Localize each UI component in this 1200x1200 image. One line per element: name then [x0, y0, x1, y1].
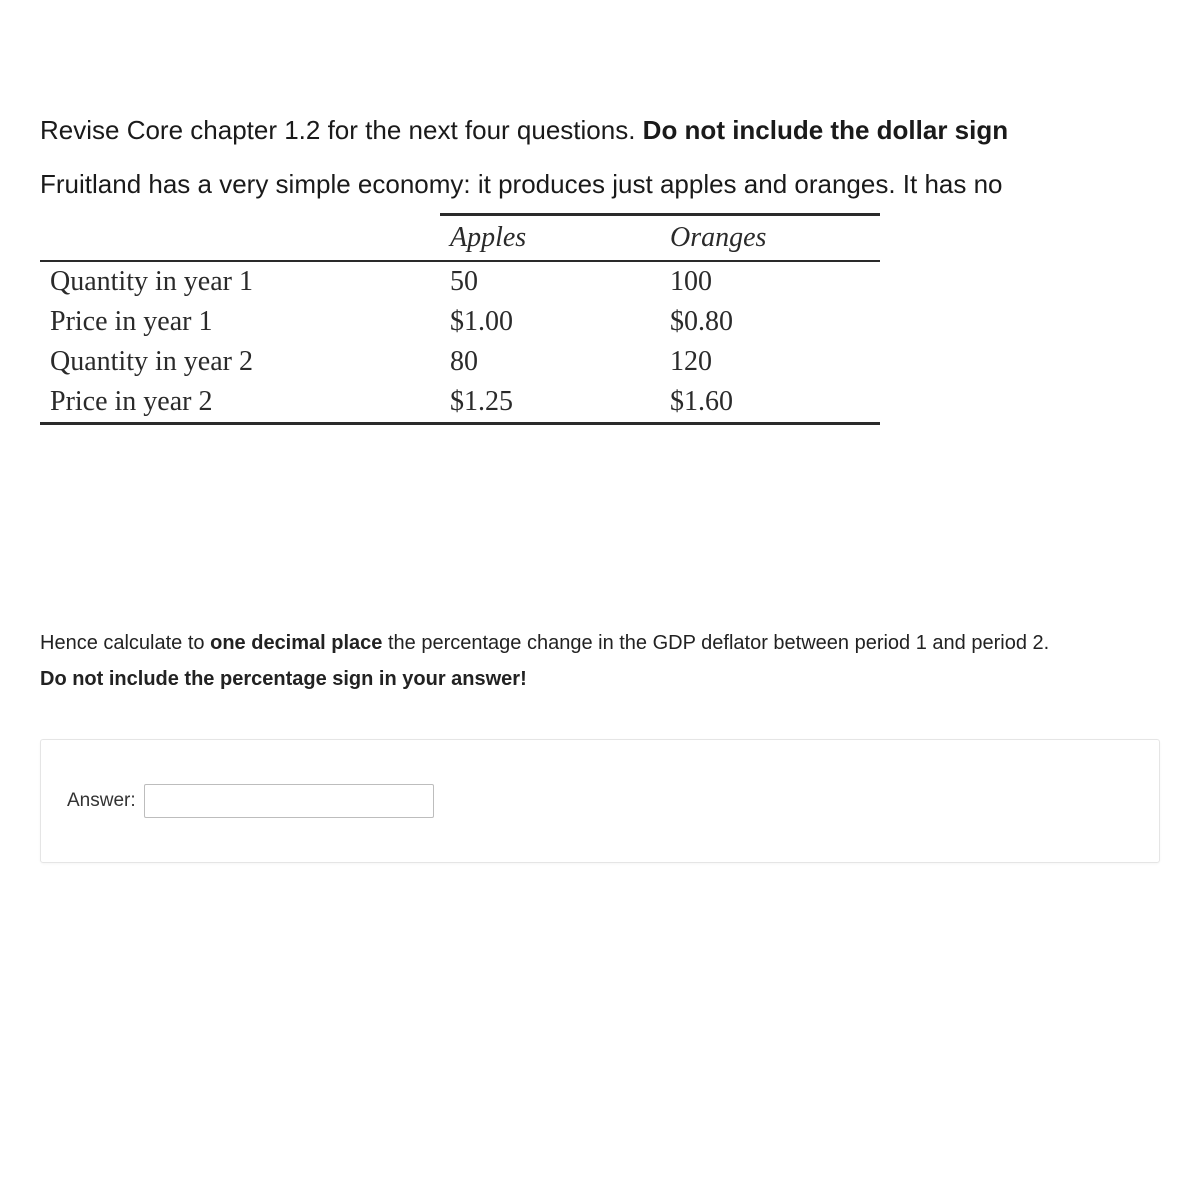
question-line-1: Hence calculate to one decimal place the…: [40, 625, 1160, 661]
answer-input[interactable]: [144, 784, 434, 818]
answer-row: Answer:: [67, 784, 1133, 818]
table-header-apples: Apples: [440, 215, 660, 262]
instruction-line-1: Revise Core chapter 1.2 for the next fou…: [40, 110, 1160, 152]
cell-oranges: 100: [660, 261, 880, 302]
instruction-bold: Do not include the dollar sign: [643, 115, 1008, 145]
row-label: Quantity in year 2: [40, 342, 440, 382]
answer-card: Answer:: [40, 739, 1160, 863]
instruction-text: Revise Core chapter 1.2 for the next fou…: [40, 115, 643, 145]
table-header-blank: [40, 215, 440, 262]
question-line-2: Do not include the percentage sign in yo…: [40, 661, 1160, 697]
table-header-oranges: Oranges: [660, 215, 880, 262]
cell-apples: 80: [440, 342, 660, 382]
instruction-line-2: Fruitland has a very simple economy: it …: [40, 164, 1160, 206]
question-part2: the percentage change in the GDP deflato…: [382, 632, 1049, 654]
question-page: Revise Core chapter 1.2 for the next fou…: [0, 0, 1200, 903]
table-row: Quantity in year 2 80 120: [40, 342, 880, 382]
answer-label: Answer:: [67, 790, 136, 812]
table-row: Quantity in year 1 50 100: [40, 261, 880, 302]
row-label: Price in year 1: [40, 302, 440, 342]
cell-apples: $1.25: [440, 382, 660, 424]
row-label: Quantity in year 1: [40, 261, 440, 302]
cell-oranges: $0.80: [660, 302, 880, 342]
table-row: Price in year 1 $1.00 $0.80: [40, 302, 880, 342]
cell-oranges: $1.60: [660, 382, 880, 424]
table-header-row: Apples Oranges: [40, 215, 880, 262]
question-part1: Hence calculate to: [40, 632, 210, 654]
question-text-block: Hence calculate to one decimal place the…: [40, 625, 1160, 697]
economy-data-table: Apples Oranges Quantity in year 1 50 100…: [40, 213, 880, 425]
cell-oranges: 120: [660, 342, 880, 382]
cell-apples: $1.00: [440, 302, 660, 342]
cell-apples: 50: [440, 261, 660, 302]
table-row: Price in year 2 $1.25 $1.60: [40, 382, 880, 424]
question-bold1: one decimal place: [210, 632, 382, 654]
row-label: Price in year 2: [40, 382, 440, 424]
